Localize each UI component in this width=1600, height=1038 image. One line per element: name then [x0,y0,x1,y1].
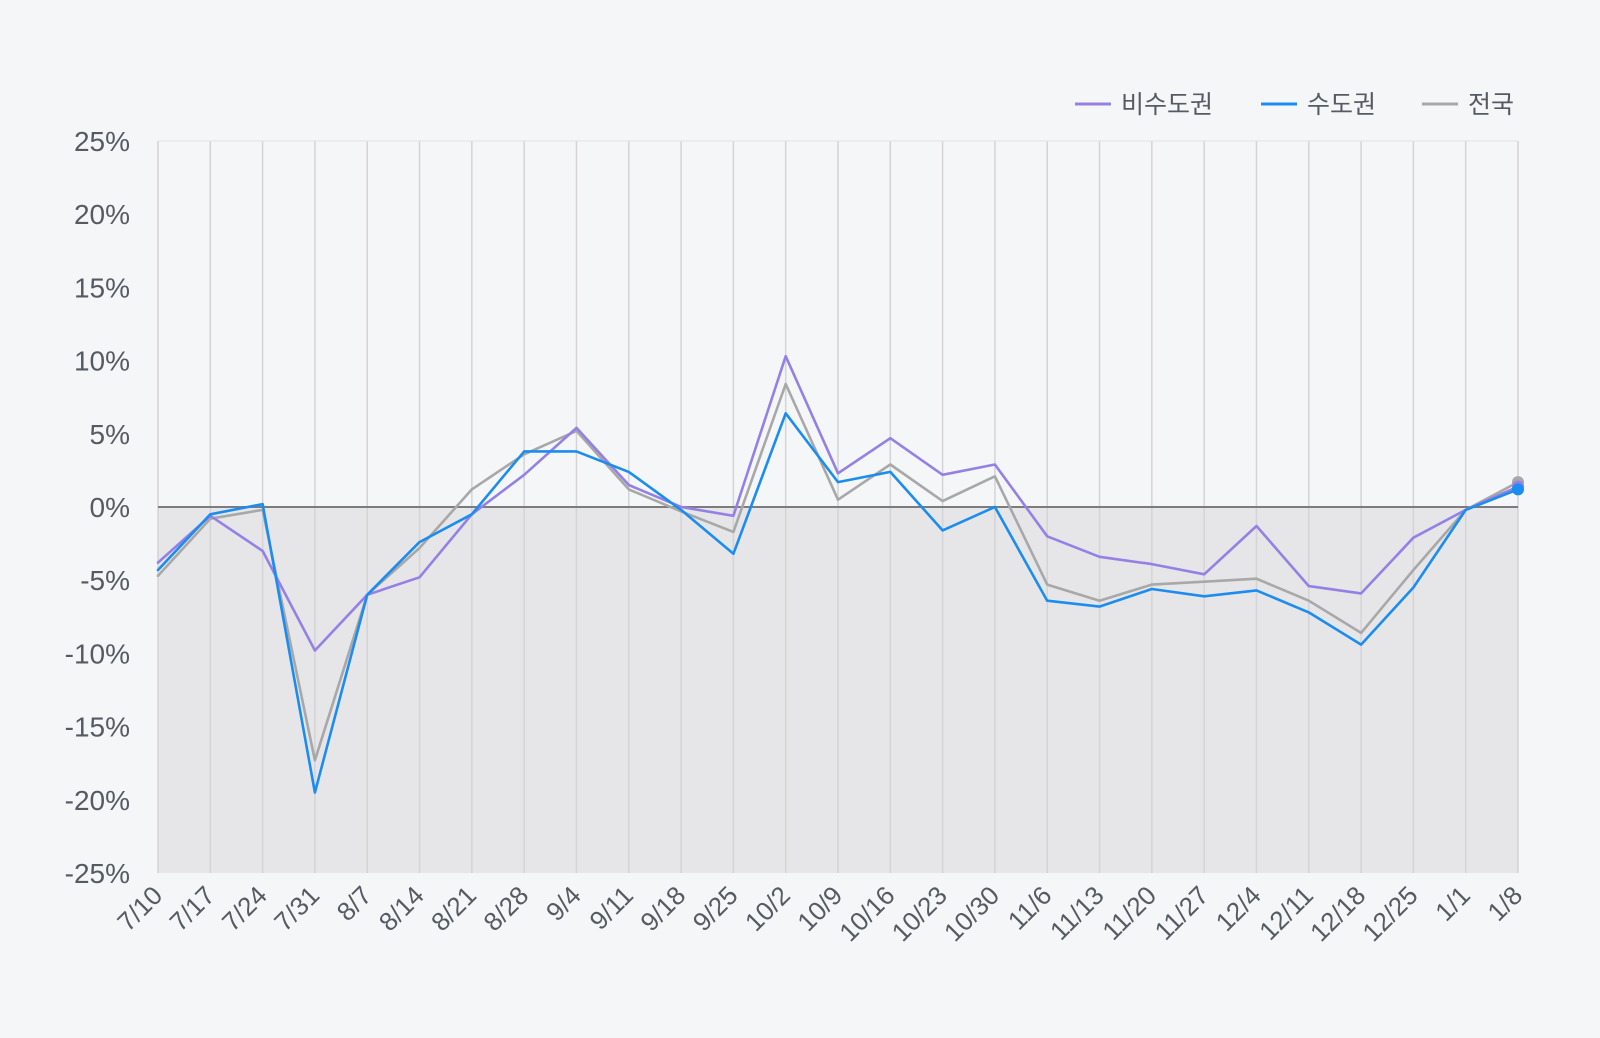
x-tick-label: 11/13 [1044,880,1110,946]
x-tick-label: 11/27 [1149,880,1215,946]
x-tick-label: 12/11 [1253,880,1319,946]
legend-label: 전국 [1468,90,1514,119]
y-tick-label: 25% [74,126,130,157]
y-tick-label: -25% [65,858,130,889]
y-tick-label: -20% [65,785,130,816]
series-line [156,354,1520,652]
x-tick-label: 7/31 [268,880,325,937]
x-tick-label: 1/8 [1481,880,1528,927]
x-tick-label: 9/11 [583,880,639,936]
x-tick-label: 8/7 [331,880,378,927]
x-tick-label: 10/16 [833,880,900,947]
x-tick-label: 7/17 [164,880,221,937]
x-tick-label: 10/23 [886,880,953,947]
x-axis-ticks: 7/107/177/247/31 8/78/148/218/28 9/49/119/… [111,880,1528,947]
x-tick-label: 7/24 [216,880,273,937]
series-end-point [1512,483,1524,496]
y-tick-label: 10% [74,346,130,377]
x-tick-label: 11/20 [1096,880,1162,946]
x-tick-label: 12/25 [1356,880,1423,947]
y-tick-label: 15% [74,272,130,303]
y-tick-label: -15% [65,712,130,743]
x-tick-label: 8/21 [425,880,482,937]
series-line [156,382,1520,762]
y-tick-label: 20% [74,199,130,230]
y-tick-label: -5% [80,565,130,596]
legend: 비수도권 수도권 전국 [1075,90,1514,119]
series-lines [156,354,1524,794]
x-tick-label: 9/25 [687,880,744,937]
y-tick-label: 5% [90,419,130,450]
legend-label: 비수도권 [1121,90,1213,119]
x-tick-label: 1/1 [1429,880,1476,927]
x-tick-label: 12/18 [1304,880,1371,947]
y-tick-label: 0% [90,492,130,523]
x-tick-label: 8/14 [373,880,430,937]
x-tick-label: 8/28 [477,880,534,937]
x-tick-label: 9/18 [634,880,691,937]
y-axis-ticks: 25% 20% 15% 10% 5% 0% -5% -10% -15% -20% -25% [65,126,130,889]
series-line [156,411,1520,794]
y-tick-label: -10% [65,638,130,669]
x-tick-label: 10/30 [938,880,1005,947]
legend-label: 수도권 [1307,90,1376,119]
x-tick-label: 9/4 [540,880,587,927]
x-tick-label: 10/2 [739,880,796,937]
